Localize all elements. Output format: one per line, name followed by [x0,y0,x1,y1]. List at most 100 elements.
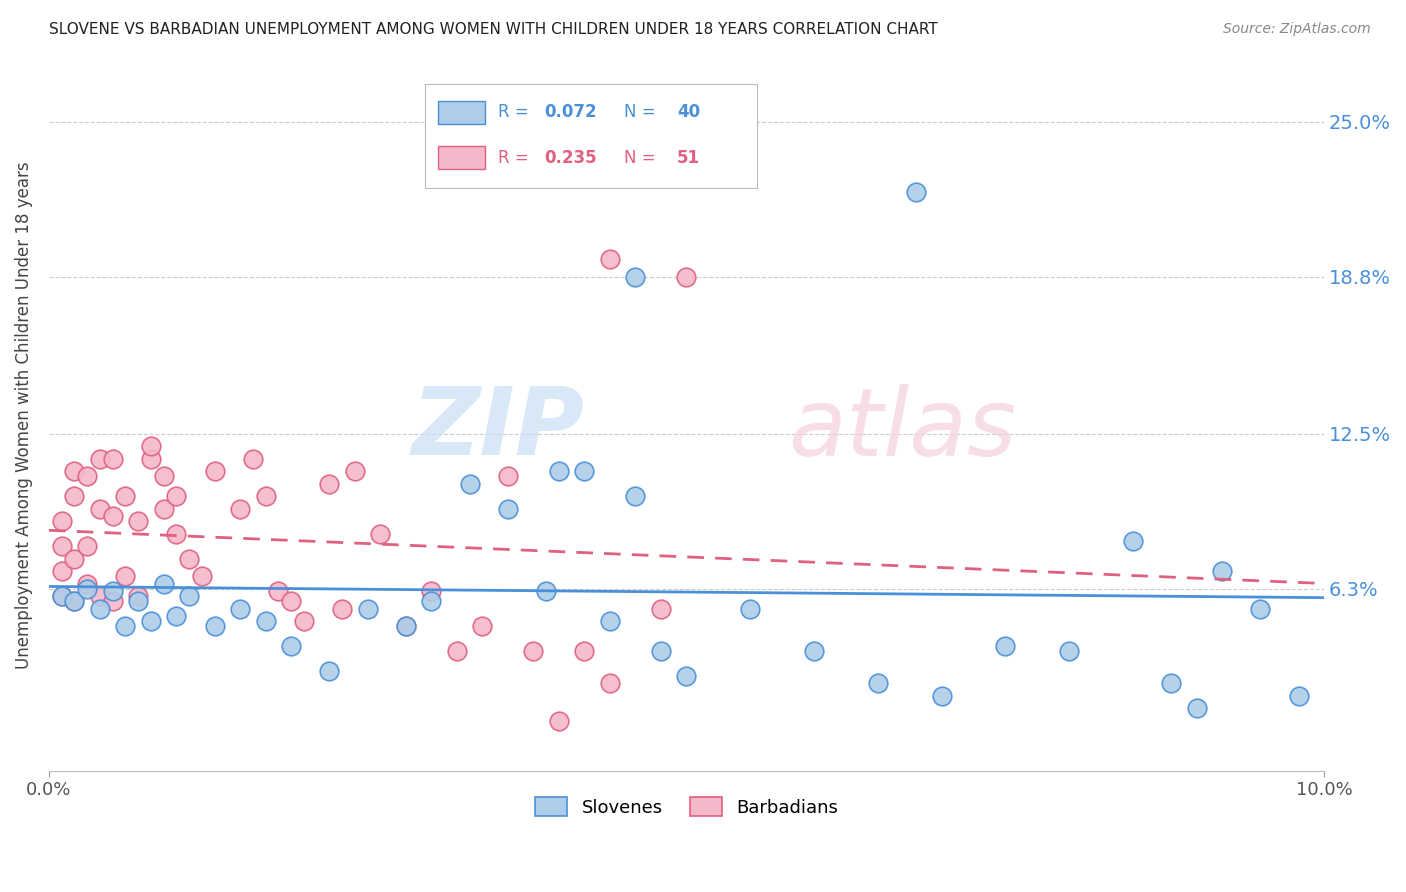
Point [318,476,340,491]
Point [89,451,111,466]
Point [101,509,124,524]
Point [51,514,73,528]
Point [458,476,481,491]
Point [76,539,98,553]
Point [63,594,86,608]
Point [395,619,418,633]
Point [51,539,73,553]
Point [496,469,519,483]
Point [1288,689,1310,703]
Point [599,614,621,628]
Text: SLOVENE VS BARBADIAN UNEMPLOYMENT AMONG WOMEN WITH CHILDREN UNDER 18 YEARS CORRE: SLOVENE VS BARBADIAN UNEMPLOYMENT AMONG … [49,22,938,37]
Point [420,584,443,599]
Point [370,526,392,541]
Point [280,594,302,608]
Point [267,584,290,599]
Point [1160,676,1182,690]
Point [1057,644,1080,658]
Point [166,489,188,503]
Point [740,601,762,615]
Point [63,594,86,608]
Point [76,582,98,596]
Point [101,594,124,608]
Point [318,664,340,678]
Point [89,601,111,615]
Point [675,669,697,683]
Point [63,551,86,566]
Point [420,594,443,608]
Point [624,489,647,503]
Point [254,614,277,628]
Point [650,644,672,658]
Text: ZIP: ZIP [412,384,585,475]
Text: Source: ZipAtlas.com: Source: ZipAtlas.com [1223,22,1371,37]
Point [229,501,252,516]
Point [139,451,162,466]
Point [395,619,418,633]
Point [51,589,73,603]
Point [152,501,174,516]
Point [242,451,264,466]
Point [51,564,73,578]
Point [76,576,98,591]
Point [63,464,86,478]
Point [1122,534,1144,549]
Point [548,464,571,478]
Point [803,644,825,658]
Point [139,439,162,453]
Point [166,526,188,541]
Y-axis label: Unemployment Among Women with Children Under 18 years: Unemployment Among Women with Children U… [15,161,32,669]
Point [574,644,596,658]
Point [127,589,149,603]
Point [624,269,647,284]
Point [204,464,226,478]
Point [496,501,519,516]
Point [204,619,226,633]
Point [179,589,201,603]
Point [330,601,353,615]
Point [63,489,86,503]
Point [292,614,315,628]
Point [357,601,380,615]
Point [89,501,111,516]
Point [114,619,136,633]
Point [191,569,214,583]
Point [343,464,366,478]
Point [101,451,124,466]
Point [446,644,468,658]
Point [599,676,621,690]
Point [179,551,201,566]
Legend: Slovenes, Barbadians: Slovenes, Barbadians [526,789,848,826]
Point [114,489,136,503]
Point [650,601,672,615]
Point [1185,701,1208,715]
Point [522,644,544,658]
Point [76,469,98,483]
Point [152,469,174,483]
Point [114,569,136,583]
Point [1249,601,1271,615]
Point [89,589,111,603]
Point [574,464,596,478]
Point [229,601,252,615]
Point [280,639,302,653]
Point [994,639,1017,653]
Point [599,252,621,267]
Text: atlas: atlas [789,384,1017,475]
Point [51,589,73,603]
Point [127,514,149,528]
Point [866,676,889,690]
Point [536,584,558,599]
Point [931,689,953,703]
Point [166,609,188,624]
Point [548,714,571,728]
Point [1211,564,1233,578]
Point [139,614,162,628]
Point [675,269,697,284]
Point [127,594,149,608]
Point [101,584,124,599]
Point [152,576,174,591]
Point [254,489,277,503]
Point [904,185,927,199]
Point [471,619,494,633]
